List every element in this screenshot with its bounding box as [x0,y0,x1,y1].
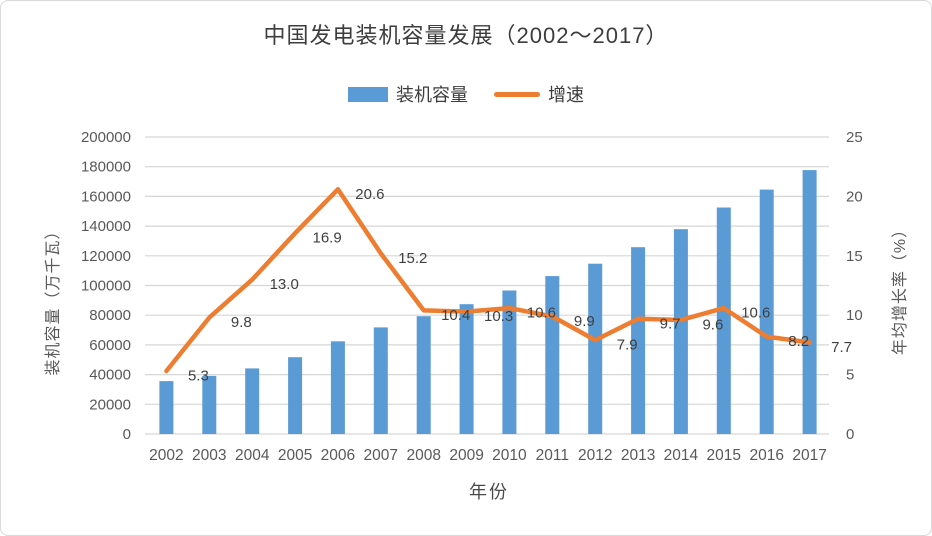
growth-point-label: 9.7 [660,315,681,332]
legend-item-capacity: 装机容量 [348,81,468,107]
right-axis-tick-label: 20 [846,188,863,205]
x-axis-tick-label: 2010 [492,447,527,464]
left-axis-tick-label: 160000 [81,188,131,205]
capacity-bar [245,368,260,434]
capacity-bar [588,263,603,434]
right-axis-tick-label: 10 [846,307,863,324]
x-axis-tick-label: 2014 [664,447,699,464]
x-axis-tick-label: 2007 [364,447,398,464]
growth-point-label: 9.6 [702,317,723,334]
left-axis-tick-label: 120000 [81,248,131,265]
growth-point-label: 20.6 [355,186,384,203]
legend-item-growth: 增速 [494,81,584,107]
capacity-bar [631,247,646,434]
left-axis-tick-label: 0 [123,426,131,443]
capacity-bar [673,229,688,434]
legend: 装机容量 增速 [1,81,931,107]
left-axis-tick-label: 20000 [89,396,131,413]
x-axis-tick-label: 2009 [449,447,483,464]
x-axis-tick-label: 2005 [278,447,312,464]
left-axis-tick-label: 40000 [89,367,131,384]
right-axis-tick-label: 15 [846,248,863,265]
x-axis-tick-label: 2004 [235,447,270,464]
left-axis-tick-label: 180000 [81,159,131,176]
left-axis-tick-label: 200000 [81,129,131,146]
growth-point-label: 16.9 [312,230,341,247]
x-axis-tick-label: 2016 [749,447,783,464]
x-axis-title: 年份 [469,482,509,502]
x-axis-tick-label: 2003 [192,447,226,464]
growth-point-label: 10.6 [741,305,770,322]
capacity-bar [416,316,431,434]
growth-point-label: 9.9 [574,313,595,330]
growth-point-label: 15.2 [398,250,427,267]
growth-point-label: 13.0 [270,276,299,293]
growth-point-label: 9.8 [231,314,252,331]
capacity-bar [159,381,174,434]
capacity-bar [759,189,774,434]
left-axis-tick-label: 80000 [89,307,131,324]
left-axis-tick-label: 60000 [89,337,131,354]
left-axis-tick-label: 140000 [81,218,131,235]
chart-title: 中国发电装机容量发展（2002～2017） [263,23,669,48]
capacity-bar [716,207,731,434]
x-axis-tick-label: 2012 [578,447,612,464]
x-axis-tick-label: 2013 [621,447,655,464]
x-axis-tick-label: 2008 [406,447,440,464]
legend-label-growth: 增速 [548,85,584,105]
right-axis-tick-label: 0 [846,426,854,443]
x-axis-tick-label: 2017 [792,447,826,464]
capacity-bar [288,357,303,434]
growth-line-swatch-icon [494,91,540,97]
growth-point-label: 10.3 [484,308,513,325]
capacity-bar [545,276,560,434]
right-axis-tick-label: 5 [846,367,854,384]
capacity-bar [502,290,517,434]
capacity-bar-swatch-icon [348,86,388,102]
capacity-bar [330,341,345,434]
growth-point-label: 7.9 [617,337,638,354]
right-axis-tick-label: 25 [846,129,863,146]
growth-point-label: 7.7 [831,339,852,356]
growth-point-label: 5.3 [188,368,209,385]
left-axis-tick-label: 100000 [81,278,131,295]
capacity-bar [459,304,474,434]
legend-label-capacity: 装机容量 [396,85,468,105]
capacity-bar [202,375,217,434]
growth-point-label: 8.2 [788,333,809,350]
capacity-bar [802,170,817,434]
x-axis-tick-label: 2002 [149,447,183,464]
x-axis-tick-label: 2011 [536,447,569,464]
growth-line [164,187,812,374]
growth-point-label: 10.6 [527,305,556,322]
x-axis-tick-label: 2015 [707,447,741,464]
capacity-bar [373,327,388,434]
x-axis-tick-label: 2006 [321,447,355,464]
growth-point-label: 10.4 [441,307,470,324]
